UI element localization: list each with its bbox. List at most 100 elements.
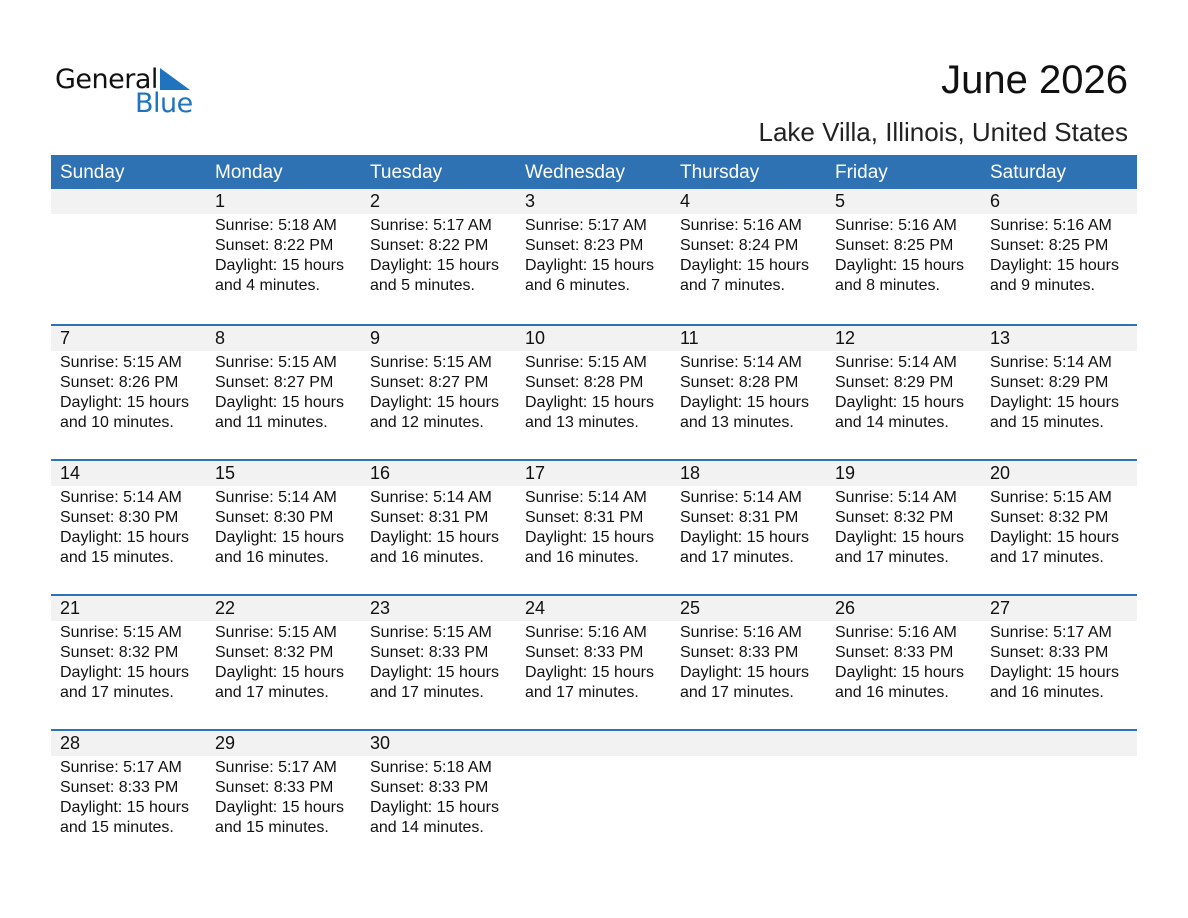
sunrise-text: Sunrise: 5:15 AM (60, 354, 182, 371)
day-cell: Sunrise: 5:17 AM Sunset: 8:33 PM Daylight:… (206, 756, 361, 838)
day-number: 2 (370, 191, 381, 211)
day-cell: Sunrise: 5:15 AM Sunset: 8:32 PM Daylight:… (981, 486, 1136, 568)
day-cell: Sunrise: 5:18 AM Sunset: 8:22 PM Daylight:… (206, 214, 361, 296)
day-cell: Sunrise: 5:14 AM Sunset: 8:29 PM Daylight:… (981, 351, 1136, 433)
location-subtitle: Lake Villa, Illinois, United States (758, 117, 1129, 147)
daylight-text: Daylight: 15 hours (525, 257, 654, 274)
daylight-text: and 17 minutes. (215, 684, 329, 701)
daylight-text: Daylight: 15 hours (990, 529, 1119, 546)
sunset-text: Sunset: 8:33 PM (525, 644, 644, 661)
sunset-text: Sunset: 8:26 PM (60, 374, 179, 391)
daylight-text: and 12 minutes. (370, 414, 484, 431)
sunrise-text: Sunrise: 5:14 AM (680, 489, 802, 506)
day-number: 27 (990, 598, 1011, 618)
daylight-text: Daylight: 15 hours (215, 664, 344, 681)
day-cell (981, 756, 1136, 838)
daylight-text: and 13 minutes. (525, 414, 639, 431)
sunset-text: Sunset: 8:33 PM (370, 779, 489, 796)
sunset-text: Sunset: 8:32 PM (835, 509, 954, 526)
daylight-text: Daylight: 15 hours (835, 257, 964, 274)
day-number: 8 (215, 328, 226, 348)
daylight-text: Daylight: 15 hours (60, 529, 189, 546)
daylight-text: Daylight: 15 hours (215, 394, 344, 411)
day-cell: Sunrise: 5:15 AM Sunset: 8:32 PM Daylight:… (51, 621, 206, 703)
day-number: 24 (525, 598, 546, 618)
day-cell: Sunrise: 5:15 AM Sunset: 8:27 PM Daylight:… (206, 351, 361, 433)
week-row: 1 2 3 4 5 6 Sunrise: 5:18 AM Sunset: 8:22 PM Day… (51, 189, 1137, 324)
day-cell: Sunrise: 5:14 AM Sunset: 8:28 PM Daylight:… (671, 351, 826, 433)
day-cell: Sunrise: 5:17 AM Sunset: 8:22 PM Daylight:… (361, 214, 516, 296)
day-cell: Sunrise: 5:15 AM Sunset: 8:26 PM Daylight:… (51, 351, 206, 433)
day-cell (516, 756, 671, 838)
daylight-text: Daylight: 15 hours (215, 799, 344, 816)
sunrise-text: Sunrise: 5:17 AM (215, 759, 337, 776)
day-number: 17 (525, 463, 546, 483)
daylight-text: Daylight: 15 hours (370, 664, 499, 681)
sunrise-text: Sunrise: 5:16 AM (525, 624, 647, 641)
day-number: 26 (835, 598, 856, 618)
daylight-text: and 14 minutes. (835, 414, 949, 431)
day-number: 13 (990, 328, 1011, 348)
general-blue-logo: General Blue (55, 64, 195, 120)
day-cell: Sunrise: 5:14 AM Sunset: 8:29 PM Daylight:… (826, 351, 981, 433)
sunset-text: Sunset: 8:24 PM (680, 237, 799, 254)
day-number: 20 (990, 463, 1011, 483)
weekday-saturday: Saturday (990, 162, 1067, 183)
daylight-text: and 11 minutes. (215, 414, 328, 431)
sunrise-text: Sunrise: 5:16 AM (680, 217, 802, 234)
day-cell: Sunrise: 5:14 AM Sunset: 8:30 PM Daylight:… (206, 486, 361, 568)
day-cell: Sunrise: 5:15 AM Sunset: 8:27 PM Daylight:… (361, 351, 516, 433)
weekday-thursday: Thursday (680, 162, 760, 183)
sunset-text: Sunset: 8:32 PM (990, 509, 1109, 526)
daylight-text: and 17 minutes. (680, 684, 794, 701)
sunrise-text: Sunrise: 5:16 AM (990, 217, 1112, 234)
daylight-text: and 10 minutes. (60, 414, 174, 431)
daylight-text: and 15 minutes. (215, 819, 329, 836)
daylight-text: Daylight: 15 hours (835, 394, 964, 411)
sunset-text: Sunset: 8:31 PM (680, 509, 799, 526)
sunset-text: Sunset: 8:31 PM (525, 509, 644, 526)
sunset-text: Sunset: 8:32 PM (60, 644, 179, 661)
day-cell: Sunrise: 5:14 AM Sunset: 8:31 PM Daylight:… (361, 486, 516, 568)
week-row: 21 22 23 24 25 26 27 Sunrise: 5:15 AM Sunset: 8:… (51, 594, 1137, 729)
sunset-text: Sunset: 8:33 PM (990, 644, 1109, 661)
daylight-text: and 17 minutes. (990, 549, 1104, 566)
daylight-text: and 15 minutes. (60, 549, 174, 566)
sunset-text: Sunset: 8:27 PM (215, 374, 334, 391)
sunset-text: Sunset: 8:31 PM (370, 509, 489, 526)
weekday-wednesday: Wednesday (525, 162, 625, 183)
day-number: 4 (680, 191, 691, 211)
day-number: 16 (370, 463, 391, 483)
sunset-text: Sunset: 8:33 PM (835, 644, 954, 661)
sunset-text: Sunset: 8:30 PM (215, 509, 334, 526)
daylight-text: and 17 minutes. (525, 684, 639, 701)
day-cell: Sunrise: 5:16 AM Sunset: 8:33 PM Daylight:… (516, 621, 671, 703)
day-number-band: 7 8 9 10 11 12 13 (51, 326, 1137, 351)
day-cell: Sunrise: 5:16 AM Sunset: 8:33 PM Daylight:… (826, 621, 981, 703)
day-number: 3 (525, 191, 536, 211)
daylight-text: Daylight: 15 hours (835, 664, 964, 681)
day-cell (826, 756, 981, 838)
day-cell: Sunrise: 5:14 AM Sunset: 8:30 PM Daylight:… (51, 486, 206, 568)
daylight-text: and 6 minutes. (525, 277, 630, 294)
daylight-text: Daylight: 15 hours (215, 257, 344, 274)
daylight-text: and 15 minutes. (60, 819, 174, 836)
day-cell: Sunrise: 5:17 AM Sunset: 8:23 PM Daylight:… (516, 214, 671, 296)
sunrise-text: Sunrise: 5:15 AM (525, 354, 647, 371)
sunrise-text: Sunrise: 5:14 AM (835, 489, 957, 506)
day-number: 25 (680, 598, 701, 618)
daylight-text: and 16 minutes. (215, 549, 329, 566)
day-number (671, 731, 826, 756)
daylight-text: and 15 minutes. (990, 414, 1104, 431)
day-number (516, 731, 671, 756)
day-number: 21 (60, 598, 81, 618)
daylight-text: and 13 minutes. (680, 414, 794, 431)
daylight-text: and 17 minutes. (370, 684, 484, 701)
sunrise-text: Sunrise: 5:16 AM (835, 624, 957, 641)
week-row: 14 15 16 17 18 19 20 Sunrise: 5:14 AM Sunset: 8:… (51, 459, 1137, 594)
calendar-grid: Sunday Monday Tuesday Wednesday Thursday Frid… (51, 155, 1137, 864)
day-number: 30 (370, 733, 391, 753)
sunrise-text: Sunrise: 5:15 AM (370, 354, 492, 371)
sunrise-text: Sunrise: 5:17 AM (60, 759, 182, 776)
day-number: 5 (835, 191, 846, 211)
